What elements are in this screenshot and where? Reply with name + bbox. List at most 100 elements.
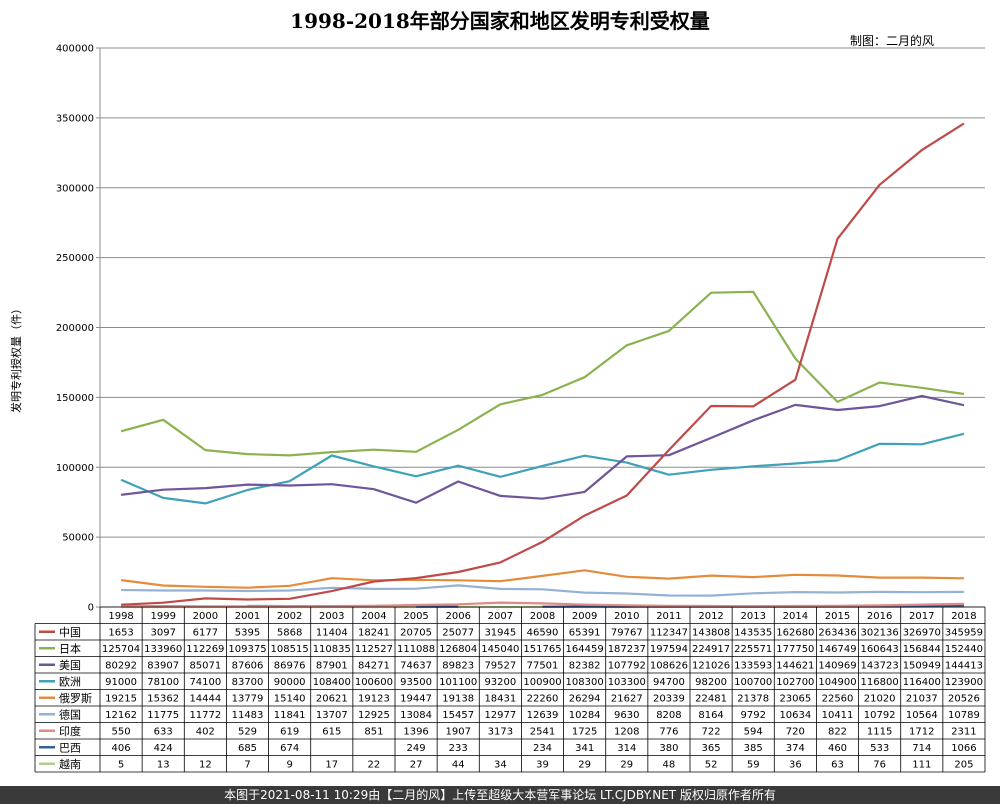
table-cell: 205 [954,759,973,770]
table-cell: 529 [238,726,257,737]
table-cell: 13 [157,759,170,770]
table-cell: 107792 [608,660,646,671]
table-cell: 83700 [232,677,264,688]
table-cell: 156844 [903,644,941,655]
table-cell: 7 [244,759,250,770]
table-cell: 25077 [442,627,474,638]
table-cell: 177750 [776,644,814,655]
table-cell: 1208 [614,726,639,737]
series-line-印度 [121,601,964,608]
table-cell: 12925 [358,710,390,721]
table-cell: 79767 [611,627,643,638]
table-cell: 9 [286,759,292,770]
table-cell: 1396 [403,726,428,737]
table-cell: 27 [410,759,423,770]
data-table: 1998 1999 2000 2001 2002 2003 2004 2005 2006 2007… [34,606,986,773]
table-year-header: 2002 [277,611,302,622]
table-cell: 160643 [861,644,899,655]
table-cell: 126804 [439,644,477,655]
table-cell: 851 [364,726,383,737]
table-cell: 143808 [692,627,730,638]
table-cell: 143535 [734,627,772,638]
table-year-header: 2013 [740,611,765,622]
table-cell: 10789 [948,710,980,721]
table-year-header: 1999 [150,611,175,622]
table-cell: 720 [786,726,805,737]
table-cell: 2311 [951,726,976,737]
table-cell: 326970 [903,627,941,638]
legend-label: 日本 [59,641,81,655]
table-year-header: 2017 [909,611,934,622]
table-cell: 121026 [692,660,730,671]
table-cell: 263436 [818,627,856,638]
table-cell: 31945 [484,627,516,638]
table-cell: 102700 [776,677,814,688]
table-year-header: 1998 [108,611,133,622]
table-cell: 79527 [484,660,516,671]
table-cell: 233 [449,743,468,754]
table-cell: 34 [494,759,507,770]
table-cell: 21627 [611,693,643,704]
legend-label: 中国 [59,626,81,639]
table-cell: 13707 [316,710,348,721]
table-cell: 18431 [484,693,516,704]
table-cell: 100600 [355,677,393,688]
table-cell: 162680 [776,627,814,638]
table-cell: 15140 [274,693,306,704]
chart: 1998-2018年部分国家和地区发明专利受权量 制图：二月的风 发明专利授权量… [9,9,986,773]
table-year-header: 2011 [656,611,681,622]
table-cell: 10792 [864,710,896,721]
table-cell: 8208 [656,710,681,721]
table-cell: 91000 [105,677,137,688]
table-cell: 89823 [442,660,474,671]
table-cell: 76 [873,759,886,770]
table-cell: 13779 [232,693,264,704]
table-year-header: 2015 [825,611,850,622]
table-cell: 112269 [186,644,224,655]
table-cell: 11483 [232,710,264,721]
table-cell: 1712 [909,726,934,737]
table-year-header: 2009 [572,611,597,622]
table-cell: 374 [786,743,805,754]
table-cell: 140969 [818,660,856,671]
y-tick-label: 0 [88,603,94,614]
table-cell: 11841 [274,710,306,721]
table-cell: 63 [831,759,844,770]
table-cell: 94700 [653,677,685,688]
footer-text: 本图于2021-08-11 10:29由【二月的风】上传至超级大本营军事论坛 L… [224,788,776,802]
series-line-俄罗斯 [120,569,964,589]
table-cell: 46590 [527,627,559,638]
table-cell: 90000 [274,677,306,688]
table-cell: 83907 [147,660,179,671]
table-cell: 87901 [316,660,348,671]
table-year-header: 2010 [614,611,639,622]
table-cell: 22260 [527,693,559,704]
table-cell: 59 [747,759,760,770]
y-tick-label: 350000 [56,113,94,124]
table-cell: 2541 [530,726,555,737]
chart-title: 1998-2018年部分国家和地区发明专利受权量 [290,9,710,33]
table-cell: 550 [112,726,131,737]
table-cell: 85071 [189,660,221,671]
table-cell: 111088 [397,644,435,655]
table-year-header: 2007 [488,611,513,622]
table-cell: 234 [533,743,552,754]
table-cell: 103300 [608,677,646,688]
table-cell: 108626 [650,660,688,671]
table-cell: 5395 [235,627,260,638]
chart-credit: 制图：二月的风 [850,33,934,48]
table-cell: 17 [325,759,338,770]
table-cell: 224917 [692,644,730,655]
table-year-header: 2001 [235,611,260,622]
legend-label: 印度 [59,724,81,738]
table-cell: 29 [578,759,591,770]
table-cell: 533 [870,743,889,754]
table-cell: 109375 [228,644,266,655]
table-cell: 146749 [818,644,856,655]
table-year-header: 2003 [319,611,344,622]
table-cell: 48 [663,759,676,770]
table-cell: 143723 [861,660,899,671]
table-cell: 1115 [867,726,892,737]
table-cell: 145040 [481,644,519,655]
table-cell: 385 [744,743,763,754]
